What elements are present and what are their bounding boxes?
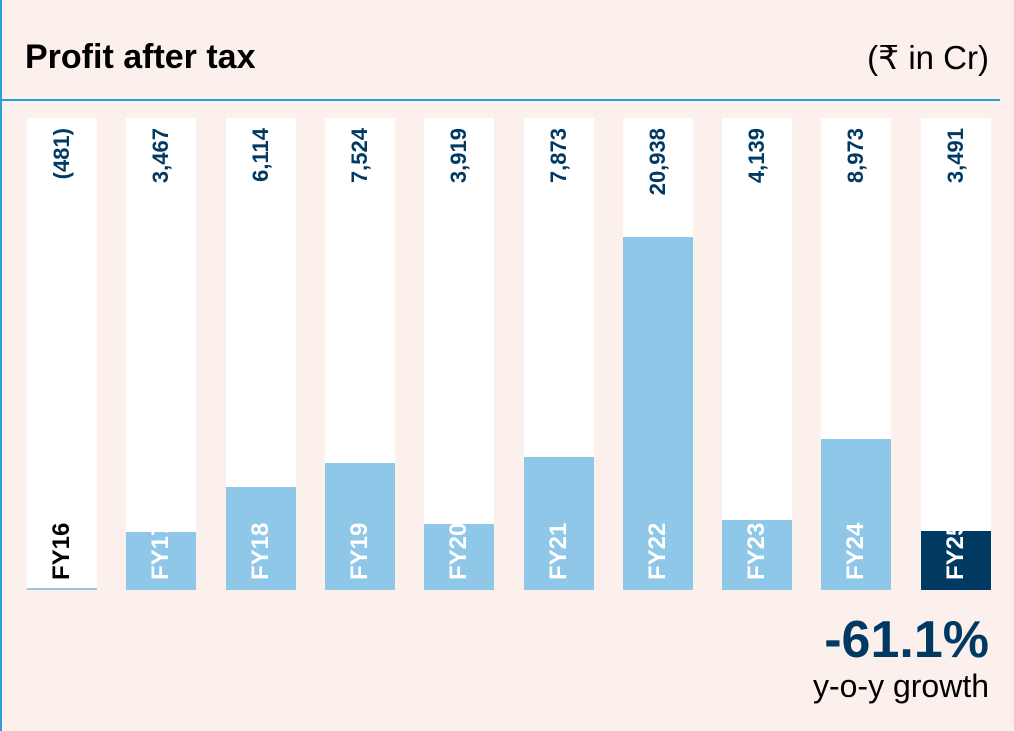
bar-fy25 (920, 531, 991, 590)
bar-column-fy20: 3,919 FY20 (424, 118, 495, 590)
value-label: 4,139 (744, 128, 770, 184)
value-label: 3,491 (942, 128, 968, 184)
category-label: FY25 (941, 522, 969, 580)
bar-column-fy16: (481) FY16 (27, 118, 97, 590)
value-label: 6,114 (247, 128, 273, 182)
category-label: FY23 (743, 522, 771, 580)
bar-fy20 (424, 523, 495, 590)
header-divider (0, 99, 1000, 101)
category-label: FY18 (246, 522, 274, 580)
bar-column-fy21: 7,873 FY21 (523, 118, 594, 590)
value-label: 8,973 (843, 128, 869, 184)
category-label: FY19 (345, 522, 373, 580)
value-label: 3,919 (446, 128, 472, 184)
value-label: 7,873 (545, 128, 571, 184)
bar-fy18 (225, 486, 296, 590)
bar-fy19 (324, 463, 395, 590)
bar-column-fy25: 3,491 FY25 (920, 118, 991, 590)
bar-column-fy18: 6,114 FY18 (225, 118, 296, 590)
value-label: (481) (49, 128, 74, 180)
growth-value: -61.1% (824, 611, 989, 669)
bar-column-fy24: 8,973 FY24 (821, 118, 892, 590)
bar-column-fy22: 20,938 FY22 (622, 118, 693, 590)
unit-label: (₹ in Cr) (867, 39, 989, 76)
growth-label: y-o-y growth (812, 668, 989, 704)
category-label: FY21 (544, 522, 572, 580)
bar-column-fy17: 3,467 FY17 (126, 118, 197, 590)
bar-column-fy19: 7,524 FY19 (324, 118, 395, 590)
bar-fy24 (821, 438, 892, 590)
chart-title: Profit after tax (25, 38, 256, 76)
bar-fy22 (622, 237, 693, 590)
category-label: FY24 (842, 522, 870, 580)
value-label: 7,524 (346, 128, 372, 184)
category-label: FY20 (445, 522, 473, 580)
bar-fy16 (27, 588, 97, 590)
bar-fy17 (126, 531, 197, 590)
category-label: FY22 (643, 522, 671, 580)
bar-column-fy23: 4,139 FY23 (722, 118, 793, 590)
value-label: 20,938 (644, 128, 670, 196)
category-label: FY16 (48, 522, 75, 580)
bar-fy23 (722, 520, 793, 590)
value-label: 3,467 (148, 128, 174, 184)
bar-fy21 (523, 457, 594, 590)
category-label: FY17 (147, 522, 175, 580)
